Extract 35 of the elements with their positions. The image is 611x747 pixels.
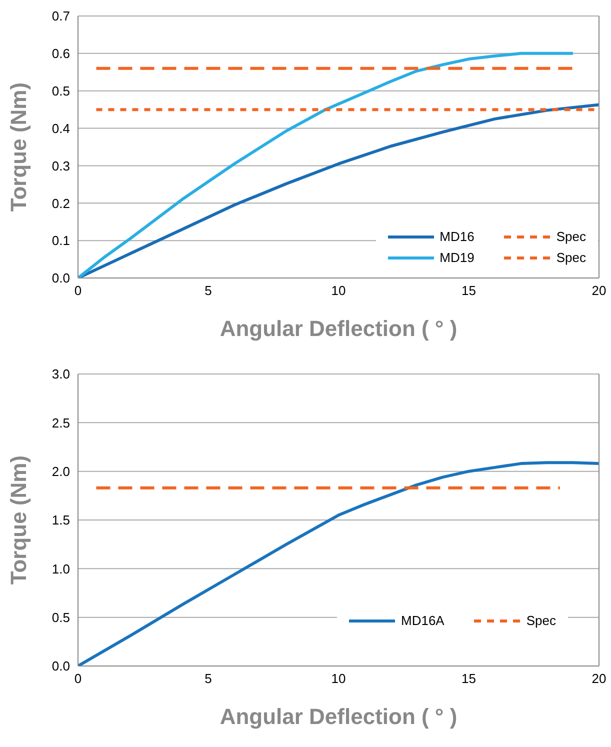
y-tick-label: 2.0 [52, 464, 70, 479]
y-tick-label: 1.0 [52, 561, 70, 576]
x-tick-label: 5 [204, 671, 212, 686]
x-tick-label: 15 [462, 671, 476, 686]
legend-label: MD16 [440, 229, 474, 244]
legend-label: Spec [556, 229, 586, 244]
x-axis-title: Angular Deflection ( ° ) [220, 316, 458, 341]
y-tick-label: 0.4 [52, 120, 70, 136]
x-axis-title: Angular Deflection ( ° ) [220, 704, 458, 729]
y-tick-label: 0.1 [52, 233, 70, 248]
y-tick-label: 1.5 [52, 512, 70, 528]
legend-label: Spec [556, 250, 586, 265]
y-tick-label: 0.3 [52, 158, 70, 174]
x-tick-label: 0 [74, 671, 82, 686]
y-axis-title: Torque (Nm) [6, 82, 31, 212]
y-tick-label: 0.6 [52, 46, 70, 62]
y-tick-label: 0.0 [52, 658, 70, 674]
y-tick-label: 2.5 [52, 415, 70, 430]
legend-label: Spec [526, 613, 556, 628]
y-tick-label: 0.0 [52, 270, 70, 286]
x-tick-label: 20 [592, 283, 606, 298]
y-tick-label: 0.5 [52, 610, 70, 625]
legend-label: MD19 [440, 250, 474, 265]
y-axis-title: Torque (Nm) [6, 455, 31, 585]
legend-label: MD16A [401, 613, 444, 628]
y-tick-label: 0.7 [52, 8, 70, 24]
y-tick-label: 3.0 [52, 366, 70, 382]
x-tick-label: 0 [74, 283, 82, 298]
x-tick-label: 20 [592, 671, 606, 686]
x-tick-label: 5 [204, 283, 212, 298]
x-tick-label: 10 [331, 283, 346, 298]
y-tick-label: 0.2 [52, 196, 70, 211]
x-tick-label: 10 [331, 671, 346, 686]
x-tick-label: 15 [462, 283, 476, 298]
y-tick-label: 0.5 [52, 83, 70, 98]
